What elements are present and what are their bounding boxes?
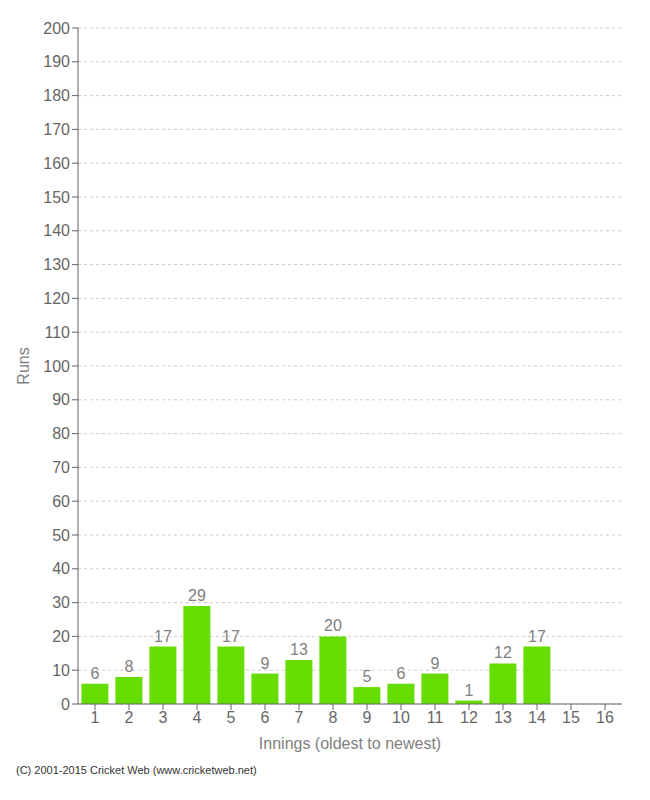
svg-text:100: 100 [43,358,70,375]
svg-text:14: 14 [528,709,546,726]
svg-text:1: 1 [91,709,100,726]
svg-text:70: 70 [52,459,70,476]
svg-text:15: 15 [562,709,580,726]
svg-text:10: 10 [392,709,410,726]
svg-text:8: 8 [329,709,338,726]
svg-text:12: 12 [494,644,512,661]
svg-text:2: 2 [125,709,134,726]
svg-text:29: 29 [188,587,206,604]
svg-text:12: 12 [460,709,478,726]
svg-text:190: 190 [43,53,70,70]
svg-text:60: 60 [52,493,70,510]
svg-text:20: 20 [52,628,70,645]
svg-text:170: 170 [43,121,70,138]
svg-text:150: 150 [43,189,70,206]
svg-text:10: 10 [52,662,70,679]
svg-text:140: 140 [43,222,70,239]
svg-text:30: 30 [52,594,70,611]
svg-text:13: 13 [290,641,308,658]
svg-text:16: 16 [596,709,614,726]
svg-text:20: 20 [324,617,342,634]
svg-text:6: 6 [396,665,405,682]
svg-text:6: 6 [261,709,270,726]
svg-text:90: 90 [52,391,70,408]
svg-text:17: 17 [528,628,546,645]
svg-text:160: 160 [43,155,70,172]
svg-text:7: 7 [295,709,304,726]
svg-text:3: 3 [159,709,168,726]
svg-text:120: 120 [43,290,70,307]
svg-text:Runs: Runs [15,347,32,384]
svg-text:11: 11 [427,709,444,726]
svg-text:17: 17 [154,628,172,645]
svg-text:50: 50 [52,527,70,544]
svg-text:6: 6 [90,665,99,682]
svg-text:1: 1 [464,682,473,699]
svg-text:180: 180 [43,87,70,104]
svg-text:0: 0 [61,696,70,713]
svg-text:13: 13 [494,709,512,726]
svg-text:9: 9 [363,709,372,726]
html-text:(C) 2001-2015 Cricket Web (www: (C) 2001-2015 Cricket Web (www.cricketwe… [16,764,257,776]
svg-text:8: 8 [124,658,133,675]
svg-text:130: 130 [43,256,70,273]
svg-text:5: 5 [362,668,371,685]
svg-text:200: 200 [43,20,70,37]
svg-text:80: 80 [52,425,70,442]
svg-text:5: 5 [227,709,236,726]
svg-text:9: 9 [260,655,269,672]
svg-text:110: 110 [44,324,70,341]
svg-text:Innings (oldest to newest): Innings (oldest to newest) [259,735,441,752]
svg-text:9: 9 [430,655,439,672]
svg-text:4: 4 [193,709,202,726]
svg-text:40: 40 [52,560,70,577]
svg-text:17: 17 [222,628,240,645]
